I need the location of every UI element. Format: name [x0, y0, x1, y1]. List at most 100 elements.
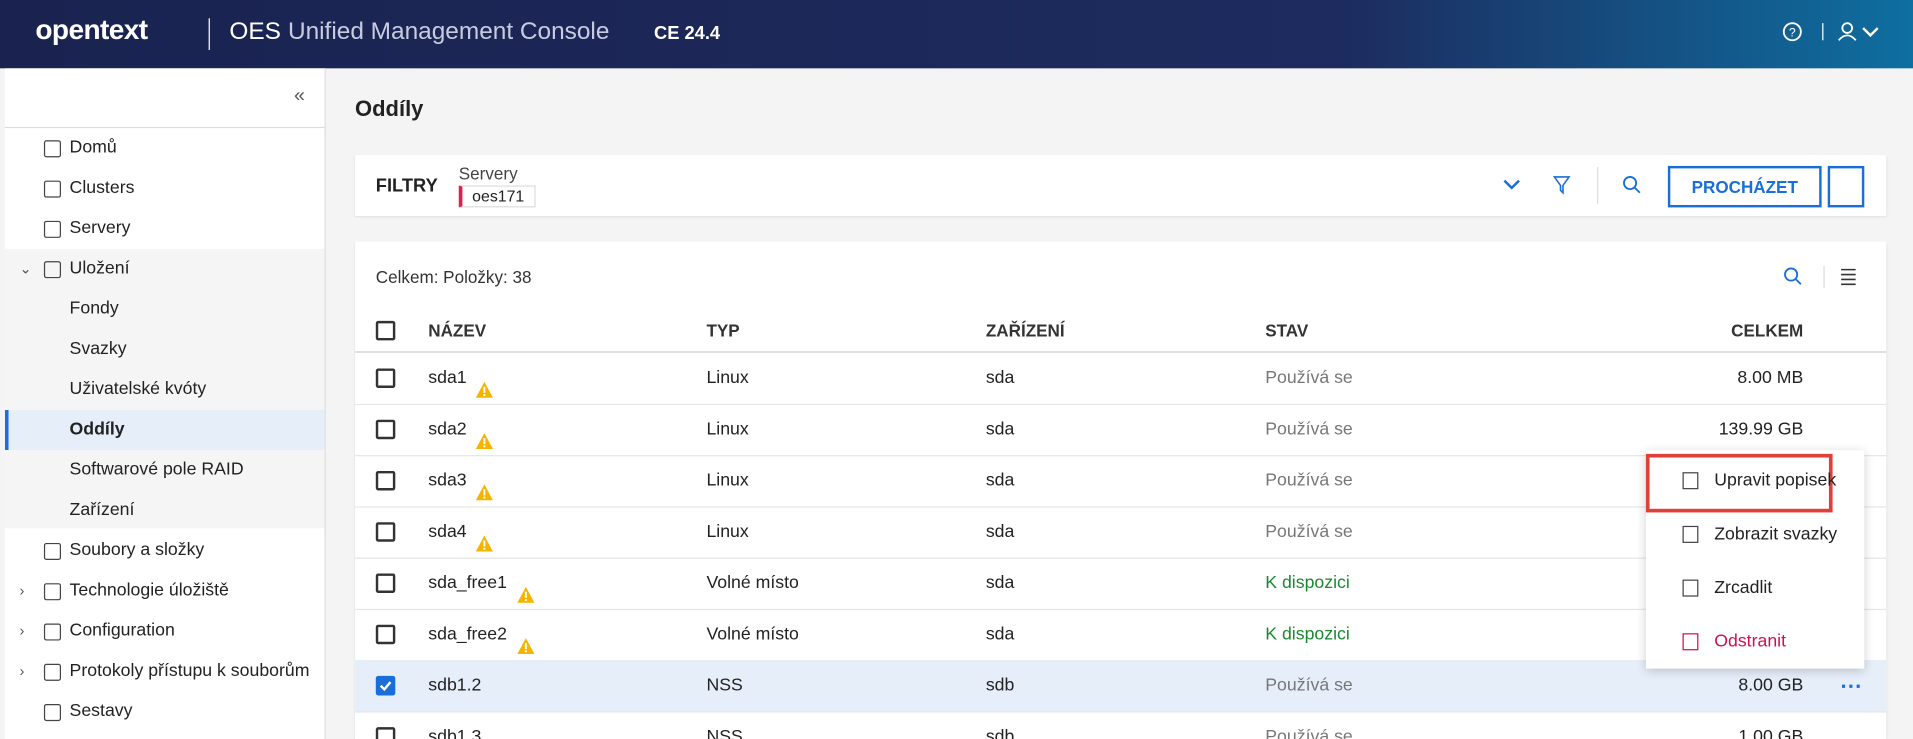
row-checkbox[interactable]	[375, 573, 396, 593]
nav-icon	[43, 623, 62, 641]
row-checkbox[interactable]	[375, 624, 396, 645]
table-tools[interactable]	[1783, 265, 1856, 288]
highlight	[1645, 453, 1833, 513]
menu-icon	[1682, 472, 1699, 490]
table-row: sdb1.3 NSS sdb Používá se 1.00 GB	[355, 711, 1886, 739]
warning-icon	[516, 625, 536, 676]
nav-item[interactable]: Servery	[5, 209, 325, 249]
nav-item[interactable]: Softwarové pole RAID	[5, 450, 325, 490]
product: OES	[229, 18, 281, 46]
row-checkbox[interactable]	[375, 368, 396, 388]
row-device: sda	[985, 624, 1015, 645]
nav-item[interactable]: Zařízení	[5, 490, 325, 530]
row-name: sda1	[428, 368, 467, 388]
nav-icon	[43, 542, 62, 561]
row-status: K dispozici	[1265, 573, 1350, 593]
row-status: Používá se	[1265, 419, 1353, 440]
menu-item[interactable]: Zobrazit svazky	[1646, 508, 1864, 562]
warning-icon	[475, 368, 495, 419]
browse-button[interactable]: PROCHÁZET	[1667, 165, 1822, 208]
nav-label[interactable]: Servery	[69, 218, 131, 238]
menu-label[interactable]: Zrcadlit	[1714, 578, 1773, 598]
nav-label[interactable]: Uživatelské kvóty	[69, 379, 207, 399]
row-checkbox[interactable]	[375, 727, 396, 739]
menu-item[interactable]: Zrcadlit	[1646, 561, 1864, 615]
nav-item[interactable]: Svazky	[5, 329, 325, 369]
page-title: Oddíly	[355, 96, 424, 121]
row-type: Linux	[706, 419, 749, 440]
row-name: sda3	[428, 470, 467, 491]
nav-label[interactable]: Soubory a složky	[69, 540, 205, 561]
nav-item[interactable]: › Configuration	[5, 611, 325, 651]
nav-item[interactable]: ⌄ Uložení	[5, 249, 325, 289]
nav-label[interactable]: Svazky	[69, 339, 127, 359]
row-total: 8.00 MB	[1737, 368, 1804, 388]
search-icon[interactable]	[1622, 174, 1644, 196]
nav-label[interactable]: Sestavy	[69, 701, 133, 722]
nav-label[interactable]: Technologie úložiště	[69, 580, 229, 601]
expand-arrow[interactable]: ⌄	[19, 259, 32, 277]
warning-icon	[475, 522, 495, 573]
row-type: Linux	[706, 368, 749, 388]
menu-item[interactable]: Odstranit	[1646, 615, 1864, 669]
nav-item[interactable]: Domů	[5, 128, 325, 168]
row-checkbox[interactable]	[375, 419, 396, 440]
expand-arrow[interactable]: ›	[19, 581, 25, 600]
nav-label[interactable]: Uložení	[69, 258, 130, 279]
menu-item[interactable]: Upravit popisek	[1646, 454, 1864, 508]
nav-item[interactable]: Oddíly	[4, 409, 325, 451]
expand-arrow[interactable]: ›	[19, 622, 25, 640]
nav-label[interactable]: Fondy	[69, 298, 119, 319]
row-name: sdb1.3	[428, 727, 482, 739]
row-type: NSS	[706, 727, 743, 739]
row-actions[interactable]: ⋯	[1839, 673, 1862, 698]
nav-label[interactable]: Zařízení	[69, 500, 135, 520]
table-row: sda2 Linux sda Používá se 139.99 GB	[355, 404, 1887, 457]
menu-label[interactable]: Odstranit	[1714, 632, 1787, 652]
row-checkbox[interactable]	[375, 675, 396, 696]
row-total: 1.00 GB	[1738, 727, 1804, 739]
tree-button[interactable]	[1827, 165, 1865, 208]
svg-text:?: ?	[1789, 26, 1796, 40]
row-device: sda	[985, 522, 1015, 542]
nav-item[interactable]: Uživatelské kvóty	[5, 370, 325, 410]
nav-label[interactable]: Clusters	[69, 178, 135, 198]
row-checkbox[interactable]	[375, 470, 396, 491]
nav-item[interactable]: Sestavy	[5, 692, 325, 732]
filter-icons[interactable]	[1502, 174, 1587, 198]
row-total: 139.99 GB	[1718, 419, 1804, 440]
row-name: sda4	[428, 522, 467, 542]
header-icons[interactable]: ?	[1781, 21, 1891, 45]
nav-item[interactable]: Soubory a složky	[5, 531, 325, 571]
table-card: Celkem: Položky: 38 NÁZEV TYP ZAŘÍZENÍ STAV…	[355, 241, 1887, 739]
warning-icon	[475, 420, 495, 471]
expand-arrow[interactable]: ›	[19, 662, 25, 680]
nav-label[interactable]: Softwarové pole RAID	[69, 459, 244, 480]
menu-label[interactable]: Upravit popisek	[1714, 470, 1837, 491]
menu-icon	[1682, 633, 1699, 651]
row-device: sda	[985, 419, 1015, 440]
collapse-button[interactable]: «	[294, 85, 305, 107]
nav-item[interactable]: Clusters	[5, 168, 325, 208]
row-device: sdb	[985, 727, 1015, 739]
nav-item[interactable]: Fondy	[5, 289, 325, 329]
menu-icon	[1682, 579, 1699, 597]
nav-label[interactable]: Configuration	[69, 621, 175, 641]
row-name: sda2	[428, 419, 467, 440]
nav-item[interactable]: › Technologie úložiště	[5, 571, 325, 611]
nav-label[interactable]: Domů	[69, 137, 117, 158]
nav-item[interactable]: › Protokoly přístupu k souborům	[5, 652, 325, 692]
row-checkbox[interactable]	[375, 522, 396, 542]
filter-chip[interactable]: oes171	[458, 185, 536, 208]
summary: Celkem: Položky: 38	[375, 267, 532, 287]
nav-icon	[43, 220, 62, 238]
row-device: sda	[985, 368, 1015, 388]
menu-label[interactable]: Zobrazit svazky	[1714, 524, 1838, 545]
nav-label[interactable]: Oddíly	[69, 419, 125, 440]
nav-icon	[43, 180, 62, 198]
column-header: ZAŘÍZENÍ	[985, 320, 1065, 341]
table-row: sda4 Linux sda Používá se	[355, 506, 1887, 559]
row-device: sda	[985, 573, 1015, 593]
nav-label[interactable]: Protokoly přístupu k souborům	[69, 661, 310, 681]
